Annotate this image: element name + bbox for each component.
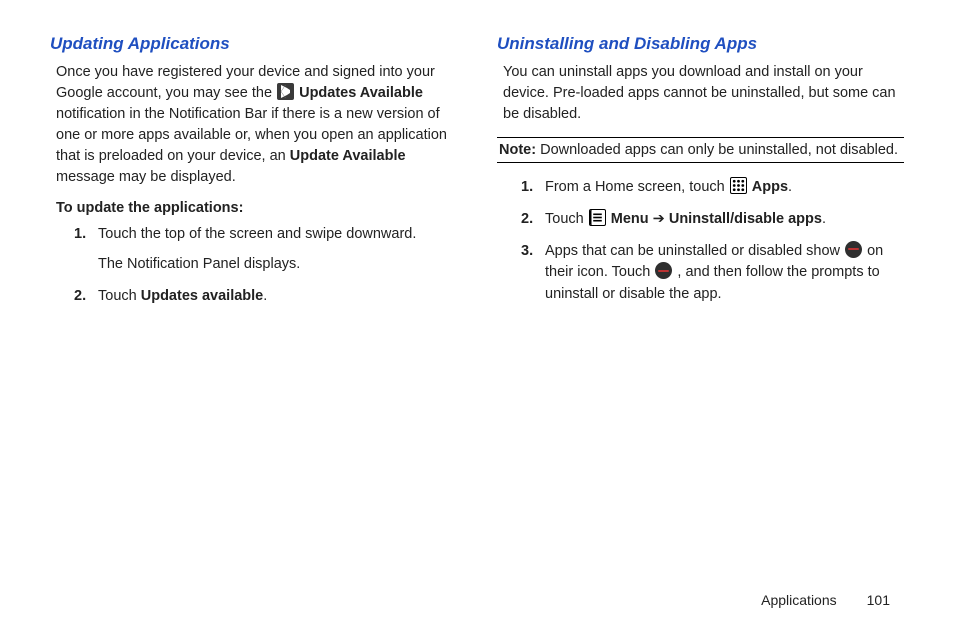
- updates-available-action: Updates available: [141, 288, 264, 304]
- footer-page-number: 101: [867, 592, 890, 608]
- step-text: .: [822, 211, 826, 227]
- note-box: Note: Downloaded apps can only be uninst…: [497, 137, 904, 163]
- list-item: 2. Touch Updates available.: [74, 286, 457, 308]
- para-text: message may be displayed.: [56, 169, 236, 185]
- play-store-icon: [277, 83, 294, 100]
- to-update-subheading: To update the applications:: [50, 200, 457, 216]
- step-number: 1.: [521, 177, 545, 199]
- updating-applications-paragraph: Once you have registered your device and…: [50, 62, 457, 188]
- step-number: 3.: [521, 241, 545, 306]
- right-column: Uninstalling and Disabling Apps You can …: [497, 34, 904, 317]
- updating-applications-heading: Updating Applications: [50, 34, 457, 54]
- note-label: Note:: [499, 142, 536, 158]
- menu-label: Menu: [611, 211, 649, 227]
- uninstall-disable-label: Uninstall/disable apps: [669, 211, 822, 227]
- apps-grid-icon: [730, 177, 747, 194]
- step-text: Touch the top of the screen and swipe do…: [98, 226, 416, 242]
- step-subtext: The Notification Panel displays.: [98, 254, 457, 276]
- note-text: Downloaded apps can only be uninstalled,…: [536, 142, 898, 158]
- apps-label: Apps: [752, 179, 788, 195]
- list-item: 1. Touch the top of the screen and swipe…: [74, 224, 457, 276]
- footer-section-label: Applications: [761, 592, 837, 608]
- step-text: Touch: [98, 288, 141, 304]
- update-steps-list: 1. Touch the top of the screen and swipe…: [50, 224, 457, 307]
- uninstalling-heading: Uninstalling and Disabling Apps: [497, 34, 904, 54]
- step-text: From a Home screen, touch: [545, 179, 729, 195]
- step-text: .: [788, 179, 792, 195]
- step-text: .: [263, 288, 267, 304]
- list-item: 1. From a Home screen, touch: [521, 177, 904, 199]
- step-number: 1.: [74, 224, 98, 276]
- page-footer: Applications 101: [761, 592, 890, 608]
- minus-circle-icon: [845, 241, 862, 258]
- left-column: Updating Applications Once you have regi…: [50, 34, 457, 317]
- list-item: 3. Apps that can be uninstalled or disab…: [521, 241, 904, 306]
- step-number: 2.: [74, 286, 98, 308]
- arrow-icon: ➔: [649, 211, 669, 227]
- uninstalling-paragraph: You can uninstall apps you download and …: [497, 62, 904, 125]
- step-text: Apps that can be uninstalled or disabled…: [545, 243, 844, 259]
- step-text: Touch: [545, 211, 588, 227]
- update-available-label: Update Available: [290, 148, 406, 164]
- menu-icon: [589, 209, 606, 226]
- minus-circle-icon: [655, 262, 672, 279]
- step-number: 2.: [521, 209, 545, 231]
- uninstall-steps-list: 1. From a Home screen, touch: [497, 177, 904, 306]
- list-item: 2. Touch Menu ➔ Uninstall/disable apps.: [521, 209, 904, 231]
- updates-available-label: Updates Available: [299, 85, 423, 101]
